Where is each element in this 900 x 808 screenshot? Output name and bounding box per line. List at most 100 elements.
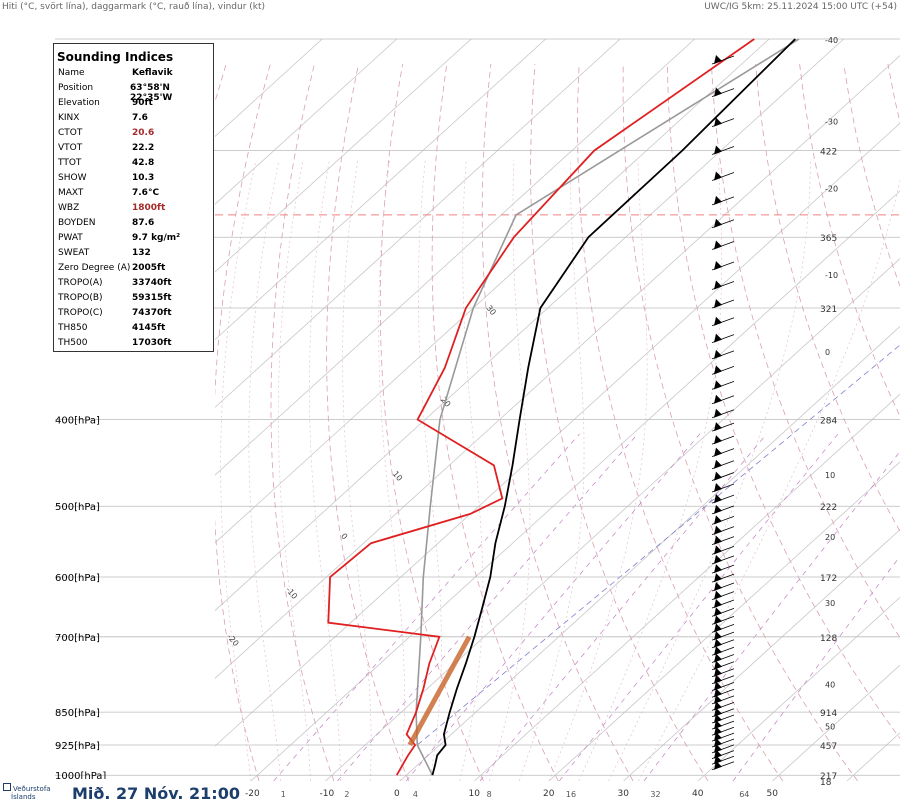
wind-flag [714,394,722,404]
moist-adiabat [378,160,405,781]
dry-adiabat [270,63,335,781]
pressure-label: 600[hPa] [55,573,100,584]
wind-flag [714,365,722,375]
index-value: 87.6 [132,218,155,228]
wind-flag [714,218,722,228]
index-key: KINX [58,113,80,123]
index-value: Keflavik [132,68,173,78]
mixing-ratio-label: 32 [650,790,660,799]
altitude-label: 222 [820,503,837,513]
mixing-ratio-line [479,433,767,781]
stability-segment [407,635,472,747]
index-row: PWAT 9.7 kg/m² [54,233,213,248]
wind-flag [714,55,722,65]
dry-adiabat [215,63,271,781]
wind-flag [714,316,722,326]
moist-adiabat [578,160,723,781]
isotherm-line [399,325,900,781]
wind-flag [714,660,722,670]
index-value: 2005ft [132,263,166,273]
isotherm-line [215,55,900,679]
index-value: 59315ft [132,293,172,303]
index-key: CTOT [58,128,83,138]
index-key: PWAT [58,233,83,243]
dry-adiabat [530,63,709,781]
mixing-ratio-label: 8 [487,790,492,799]
x-temp-label: 50 [767,789,779,799]
wind-flag [714,298,722,308]
dry-adiabat [622,63,858,781]
moist-adiabat [459,160,484,781]
moist-adiabat [608,160,811,781]
index-value: 9.7 kg/m² [132,233,181,243]
isotherm-line [215,39,546,341]
index-key: TH850 [58,323,88,333]
index-row: TROPO(B) 59315ft [54,293,213,308]
wind-flag [714,408,722,418]
wind-flag [714,581,722,591]
valid-time: Mið. 27 Nóv. 21:00 [72,784,240,803]
index-key: Name [58,68,85,78]
dry-adiabat-label: -10 [284,585,299,601]
index-value: 7.6 [132,113,148,123]
right-temp-label: 10 [825,471,835,480]
moist-adiabat [548,160,648,781]
dry-adiabat [481,63,634,781]
dry-adiabat [887,63,900,125]
index-row: WBZ 1800ft [54,203,213,218]
dewpoint-line [327,38,755,776]
index-value: 4145ft [132,323,166,333]
index-value: 132 [132,248,151,258]
wind-flag [714,260,722,270]
index-value: 42.8 [132,158,155,168]
index-row: TTOT 42.8 [54,158,213,173]
index-row: CTOT 20.6 [54,128,213,143]
logo-mark-icon [3,783,11,791]
isotherm-line [215,39,844,612]
sounding-indices-title: Sounding Indices [57,50,174,64]
altitude-label: 914 [820,709,837,719]
index-key: WBZ [58,203,80,213]
index-row: Position 63°58'N 22°35'W [54,83,213,103]
index-row: TROPO(C) 74370ft [54,308,213,323]
wind-flag [714,195,722,205]
altitude-label: 321 [820,305,837,315]
pressure-label: 700[hPa] [55,633,100,644]
right-temp-label: -40 [825,36,838,45]
moist-adiabat [342,160,372,781]
index-value: 7.6°C [132,188,160,198]
index-row: SWEAT 132 [54,248,213,263]
index-key: TH500 [58,338,88,348]
right-temp-label: 20 [825,533,835,542]
wind-flag [714,631,722,641]
isotherm-line [215,39,397,205]
wind-flag [714,623,722,633]
moist-adiabat [308,160,341,781]
wind-flag [714,349,722,359]
parcel-path-line [415,38,800,776]
wind-flag [714,435,722,445]
moist-adiabat [518,160,585,781]
wind-flag [714,504,722,514]
x-temp-label: 10 [469,789,481,799]
index-value: 1800ft [132,203,166,213]
wind-flag [714,494,722,504]
sounding-indices-panel: Sounding Indices Name Keflavik Position 63°… [53,43,214,352]
index-key: VTOT [58,143,83,153]
lifting-line [417,344,900,746]
isotherm-line [215,122,900,747]
dry-adiabat [755,63,900,533]
wind-flag [714,422,722,432]
index-row: TROPO(A) 33740ft [54,278,213,293]
wind-flag [714,653,722,663]
x-temp-label: 30 [618,789,630,799]
index-row: Zero Degree (A) 2005ft [54,263,213,278]
altitude-label: 365 [820,234,837,244]
x-temp-label: 40 [692,789,704,799]
index-key: BOYDEN [58,218,96,228]
wind-flag [714,525,722,535]
index-key: TROPO(A) [58,278,103,288]
index-value: 10.3 [132,173,155,183]
x-temp-label: -10 [320,789,335,799]
right-temp-label: 50 [825,723,835,732]
